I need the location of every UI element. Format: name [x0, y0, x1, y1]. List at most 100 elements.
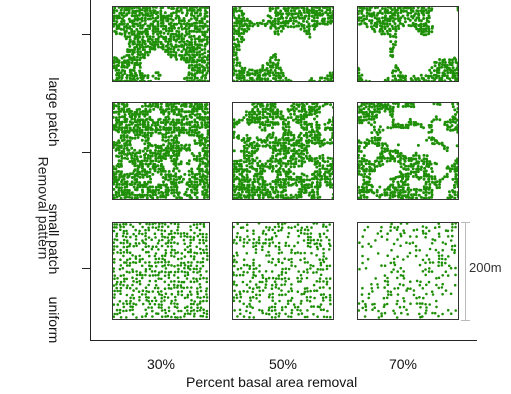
tree-dot — [203, 174, 207, 178]
tree-dot — [140, 315, 144, 318]
tree-dot — [274, 185, 278, 189]
tree-dot — [233, 167, 236, 171]
tree-dot — [235, 63, 239, 67]
tree-dot — [164, 177, 168, 181]
tree-dot — [143, 159, 147, 162]
tree-dot — [456, 103, 458, 106]
tree-dot — [359, 104, 363, 108]
tree-dot — [160, 306, 163, 309]
tree-dot — [271, 156, 275, 160]
tree-dot — [195, 185, 199, 189]
tree-dot — [381, 144, 385, 147]
tree-dot — [358, 105, 361, 109]
tree-dot — [248, 170, 252, 174]
tree-dot — [189, 248, 192, 251]
tree-dot — [148, 50, 152, 54]
tree-dot — [113, 8, 116, 12]
tree-dot — [386, 103, 390, 106]
tree-dot — [170, 148, 173, 152]
tree-dot — [200, 79, 204, 81]
tree-dot — [434, 61, 438, 64]
tree-dot — [245, 283, 249, 287]
tree-dot — [120, 190, 124, 194]
tree-dot — [414, 193, 418, 197]
tree-dot — [378, 29, 382, 33]
tree-dot — [138, 30, 142, 34]
tree-dot — [455, 61, 458, 65]
tree-dot — [179, 264, 183, 267]
tree-dot — [242, 29, 246, 33]
tree-dot — [164, 50, 168, 54]
tree-dot — [186, 296, 189, 299]
tree-dot — [189, 104, 193, 108]
tree-dot — [143, 22, 147, 26]
tree-dot — [192, 133, 196, 137]
tree-dot — [245, 133, 249, 137]
tree-dot — [245, 169, 249, 173]
tree-dot — [270, 305, 274, 309]
tree-dot — [128, 44, 132, 48]
tree-dot — [388, 196, 392, 199]
tree-dot — [391, 79, 395, 81]
tree-dot — [164, 188, 168, 192]
tree-dot — [286, 181, 290, 185]
tree-dot — [182, 122, 186, 126]
tree-dot — [176, 306, 179, 309]
tree-dot — [454, 223, 457, 225]
tree-dot — [175, 128, 179, 132]
tree-dot — [176, 193, 180, 197]
tree-dot — [161, 264, 164, 268]
tree-dot — [367, 142, 371, 145]
tree-dot — [291, 138, 295, 142]
tree-dot — [295, 178, 299, 182]
tree-dot — [302, 114, 306, 118]
tree-dot — [263, 77, 267, 81]
tree-dot — [370, 131, 374, 135]
tree-dot — [237, 16, 241, 20]
tree-dot — [299, 302, 303, 305]
tree-dot — [275, 277, 278, 280]
tree-dot — [145, 172, 149, 175]
tree-dot — [166, 115, 170, 119]
tree-dot — [164, 139, 168, 143]
tree-dot — [137, 13, 141, 17]
tree-dot — [395, 8, 399, 12]
tree-dot — [373, 138, 377, 142]
tree-dot — [451, 76, 455, 79]
tree-dot — [438, 186, 441, 189]
tree-dot — [363, 172, 367, 176]
tree-dot — [292, 7, 296, 10]
tree-dot — [305, 178, 309, 182]
tree-dot — [269, 65, 273, 69]
tree-dot — [154, 149, 157, 152]
tree-dot — [177, 30, 181, 34]
tree-dot — [190, 293, 193, 296]
tree-dot — [297, 234, 300, 238]
tree-dot — [402, 162, 406, 166]
tree-dot — [177, 146, 181, 150]
tree-dot — [315, 177, 319, 181]
tree-dot — [149, 180, 152, 184]
tree-dot — [388, 22, 392, 26]
tree-dot — [309, 133, 313, 137]
tree-dot — [312, 177, 316, 181]
tree-dot — [455, 167, 458, 170]
tree-dot — [299, 309, 302, 312]
tree-dot — [293, 251, 297, 255]
tree-dot — [378, 21, 382, 25]
tree-dot — [127, 195, 131, 199]
tree-dot — [331, 71, 333, 75]
tree-dot — [170, 229, 173, 233]
tree-dot — [255, 293, 258, 297]
tree-dot — [437, 264, 440, 267]
tree-dot — [316, 190, 319, 194]
tree-dot — [128, 35, 132, 39]
tree-dot — [318, 181, 322, 185]
tree-dot — [266, 72, 270, 76]
tree-dot — [195, 226, 199, 229]
tree-dot — [113, 248, 116, 251]
tree-dot — [456, 8, 458, 12]
tree-dot — [123, 126, 127, 130]
tree-dot — [274, 136, 278, 140]
tree-dot — [235, 9, 239, 13]
